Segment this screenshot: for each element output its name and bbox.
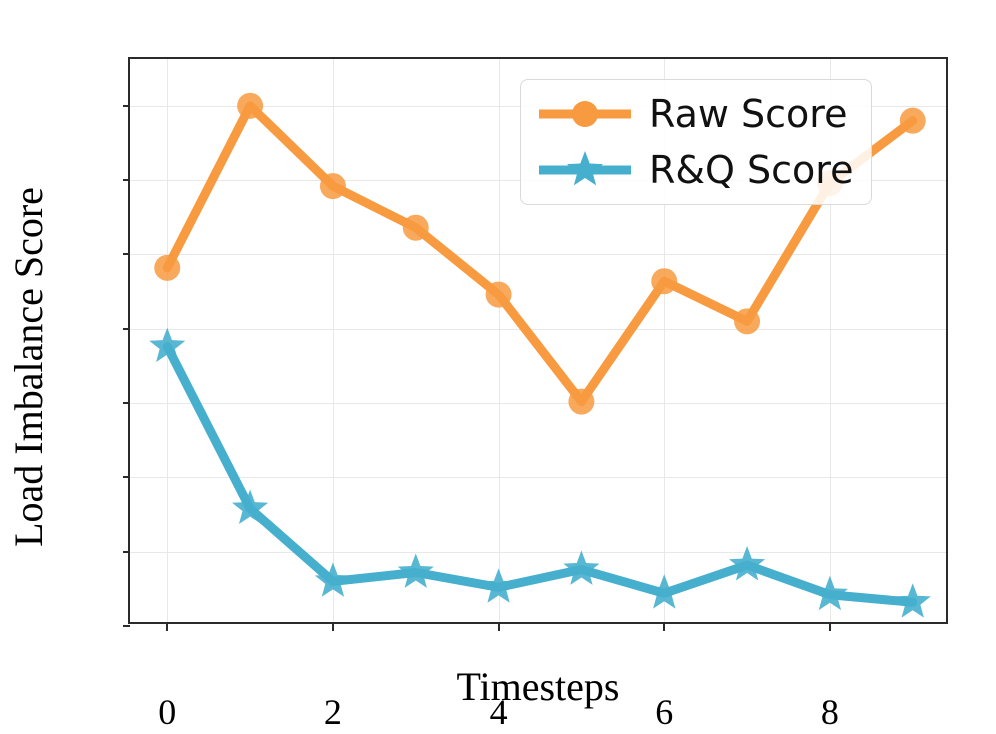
- y-tick-mark: [123, 550, 130, 553]
- star-marker-icon: [232, 489, 269, 524]
- x-tick-label: 4: [489, 692, 508, 732]
- x-tick-label: 0: [158, 692, 177, 732]
- x-tick-mark: [166, 624, 169, 631]
- circle-marker-icon: [402, 214, 429, 241]
- star-marker-icon: [314, 562, 351, 597]
- circle-marker-icon: [651, 268, 678, 295]
- gridline-horizontal: [130, 328, 946, 330]
- data-series-layer: [149, 92, 931, 618]
- star-marker-icon: [397, 553, 434, 588]
- star-marker-icon: [149, 327, 186, 362]
- circle-marker-icon: [899, 107, 926, 134]
- gridline-horizontal: [130, 254, 946, 256]
- x-tick-label: 2: [323, 692, 342, 732]
- y-tick-mark: [123, 327, 130, 330]
- circle-marker-icon: [734, 308, 761, 335]
- legend-item-raw-score[interactable]: Raw Score: [535, 90, 853, 138]
- y-tick-mark: [123, 104, 130, 107]
- gridline-horizontal: [130, 551, 946, 553]
- x-tick-label: 6: [655, 692, 674, 732]
- legend-swatch: [535, 146, 635, 194]
- series-line: [162, 342, 918, 607]
- star-marker-icon: [894, 583, 931, 618]
- chart-legend[interactable]: Raw Score R&Q Score: [520, 79, 873, 205]
- star-marker-icon: [566, 151, 604, 186]
- gridline-vertical: [498, 59, 500, 622]
- star-marker-icon: [646, 574, 683, 609]
- x-axis-title: Timesteps: [456, 664, 620, 709]
- star-marker-icon: [480, 568, 517, 603]
- legend-label: R&Q Score: [649, 148, 854, 192]
- y-tick-mark: [123, 253, 130, 256]
- star-marker-icon: [563, 550, 600, 585]
- gridline-vertical: [664, 59, 666, 622]
- x-tick-mark: [663, 624, 666, 631]
- gridline-horizontal: [130, 477, 946, 479]
- x-tick-mark: [828, 624, 831, 631]
- circle-marker-icon: [568, 388, 595, 415]
- circle-marker-icon: [154, 254, 181, 281]
- star-marker-icon: [811, 575, 848, 611]
- star-marker-icon: [729, 546, 766, 581]
- circle-marker-icon: [319, 173, 346, 200]
- legend-swatch: [535, 90, 635, 138]
- y-axis-title: Load Imbalance Score: [5, 187, 51, 547]
- series-rq-score: [149, 327, 931, 618]
- series-raw-score: [154, 92, 926, 415]
- circle-marker-icon: [572, 101, 598, 127]
- y-tick-mark: [123, 179, 130, 182]
- legend-label: Raw Score: [649, 92, 848, 136]
- x-tick-mark: [497, 624, 500, 631]
- gridline-vertical: [332, 59, 334, 622]
- y-tick-mark: [123, 476, 130, 479]
- series-line: [162, 101, 918, 407]
- y-tick-mark: [123, 402, 130, 405]
- x-tick-mark: [331, 624, 334, 631]
- circle-marker-icon: [237, 92, 264, 119]
- x-tick-label: 8: [820, 692, 839, 732]
- gridline-vertical: [829, 59, 831, 622]
- circle-marker-icon: [485, 281, 512, 308]
- legend-item-rq-score[interactable]: R&Q Score: [535, 146, 853, 194]
- gridline-horizontal: [130, 403, 946, 405]
- plot-inner: [130, 59, 946, 622]
- y-tick-mark: [123, 625, 130, 627]
